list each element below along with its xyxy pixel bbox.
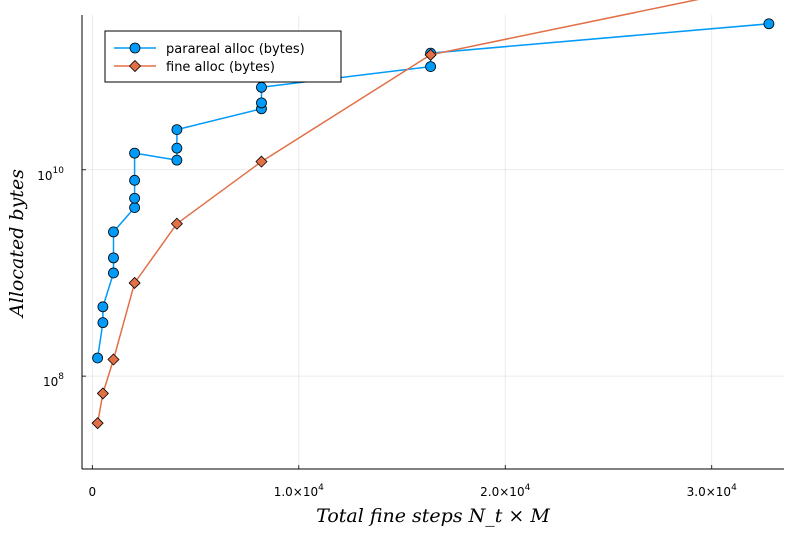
data-point-parareal xyxy=(92,352,104,364)
data-point-fine xyxy=(170,217,183,230)
data-point-parareal xyxy=(171,142,183,154)
data-point-parareal xyxy=(425,61,437,72)
data-point-parareal xyxy=(171,124,183,136)
data-point-parareal xyxy=(108,252,119,264)
x-tick-label: 2.0×104 xyxy=(480,483,530,499)
legend: parareal alloc (bytes) fine alloc (bytes… xyxy=(104,30,342,83)
data-point-fine xyxy=(96,387,109,400)
data-point-parareal xyxy=(256,81,267,93)
data-point-parareal xyxy=(129,147,141,159)
y-tick-label: 1010 xyxy=(37,166,64,183)
data-point-parareal xyxy=(763,18,775,30)
y-tick-label: 108 xyxy=(43,372,64,389)
x-tick-label: 3.0×104 xyxy=(687,483,737,499)
x-axis-label: Total fine steps N_t × M xyxy=(316,505,550,527)
data-point-parareal xyxy=(256,97,267,109)
tick-labels: 0 1.0×104 2.0×104 3.0×104 108 1010 xyxy=(37,166,737,499)
data-point-fine xyxy=(128,276,141,290)
legend-parareal-label: parareal alloc (bytes) xyxy=(166,42,305,57)
data-point-fine xyxy=(255,155,268,168)
data-point-fine xyxy=(424,48,437,61)
data-point-parareal xyxy=(171,154,183,166)
y-axis-label: Allocated bytes xyxy=(6,169,28,319)
data-point-parareal xyxy=(108,267,119,279)
grid xyxy=(82,15,784,469)
x-tick-label: 0 xyxy=(89,485,97,499)
data-point-parareal xyxy=(129,174,141,186)
data-point-fine xyxy=(91,417,104,430)
axes xyxy=(81,15,784,470)
data-point-parareal xyxy=(97,317,109,329)
legend-parareal-marker xyxy=(129,42,141,54)
data-point-parareal xyxy=(129,202,141,213)
series-line-fine xyxy=(96,0,700,424)
data-point-parareal xyxy=(97,301,109,313)
data-point-parareal xyxy=(108,226,119,238)
legend-box xyxy=(104,30,342,83)
series-layer xyxy=(91,0,775,430)
legend-fine-label: fine alloc (bytes) xyxy=(166,60,275,75)
data-point-fine xyxy=(107,353,120,366)
data-point-parareal xyxy=(129,192,141,204)
legend-fine-marker xyxy=(128,59,142,73)
x-tick-label: 1.0×104 xyxy=(274,483,324,499)
